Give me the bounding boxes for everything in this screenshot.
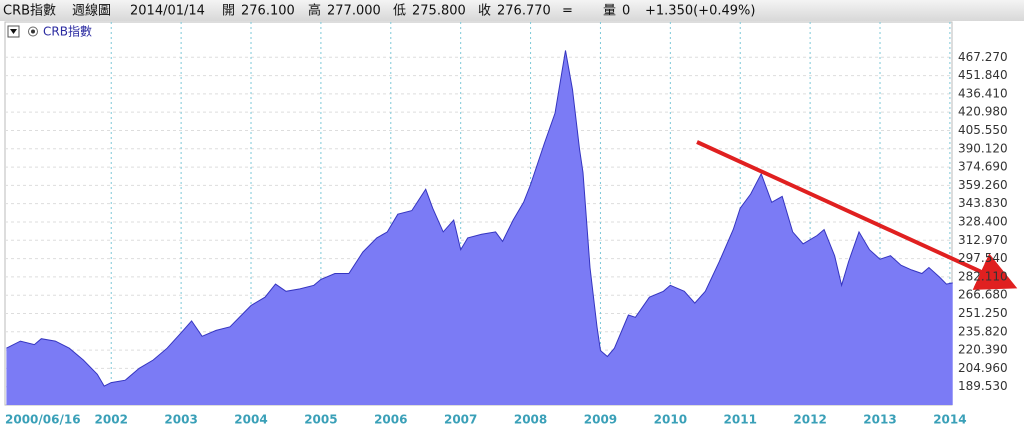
y-tick-label: 312.970 xyxy=(958,233,1008,247)
y-tick-label: 420.980 xyxy=(958,105,1008,119)
change: +1.350(+0.49%) xyxy=(645,4,755,19)
y-tick-label: 451.840 xyxy=(958,68,1008,82)
y-tick-label: 220.390 xyxy=(958,343,1008,357)
y-tick-label: 251.250 xyxy=(958,306,1008,320)
x-tick-label: 2007 xyxy=(444,413,477,427)
area-line xyxy=(6,50,953,387)
x-tick-label: 2011 xyxy=(724,413,757,427)
x-tick-label: 2004 xyxy=(234,413,267,427)
x-tick-label: 2005 xyxy=(304,413,337,427)
y-tick-label: 390.120 xyxy=(958,141,1008,155)
y-tick-label: 343.830 xyxy=(958,196,1008,210)
y-tick-label: 374.690 xyxy=(958,160,1008,174)
x-tick-label: 2010 xyxy=(654,413,687,427)
close-flag: = xyxy=(562,4,573,19)
x-tick-label: 2003 xyxy=(164,413,197,427)
x-tick-label: 2012 xyxy=(793,413,826,427)
quote-label: 低 xyxy=(393,4,406,19)
legend-radio-dot xyxy=(31,29,35,34)
quote-value: 277.000 xyxy=(327,4,381,19)
area xyxy=(6,50,953,405)
quote-value: 276.100 xyxy=(241,4,295,19)
y-tick-label: 266.680 xyxy=(958,288,1008,302)
quote-value: 276.770 xyxy=(497,4,551,19)
y-tick-label: 189.530 xyxy=(958,379,1008,393)
date: 2014/01/14 xyxy=(130,4,205,19)
period: 週線圖 xyxy=(72,3,111,19)
y-tick-label: 297.540 xyxy=(958,251,1008,265)
x-tick-label: 2000/06/16 xyxy=(5,413,81,427)
y-tick-label: 282.110 xyxy=(958,269,1008,283)
x-tick-label: 2014 xyxy=(933,413,966,427)
y-tick-label: 235.820 xyxy=(958,324,1008,338)
legend-toggle-icon xyxy=(10,29,17,34)
x-tick-label: 2006 xyxy=(374,413,407,427)
y-tick-label: 405.550 xyxy=(958,123,1008,137)
header-bar xyxy=(0,0,1024,21)
quote-label: 開 xyxy=(222,4,235,19)
legend-label: CRB指數 xyxy=(43,24,92,39)
symbol: CRB指數 xyxy=(3,4,56,19)
quote-value: 275.800 xyxy=(412,4,466,19)
x-tick-label: 2013 xyxy=(863,413,896,427)
x-tick-label: 2008 xyxy=(514,413,547,427)
y-tick-label: 328.400 xyxy=(958,214,1008,228)
y-tick-label: 436.410 xyxy=(958,86,1008,100)
x-tick-label: 2002 xyxy=(95,413,128,427)
y-tick-label: 204.960 xyxy=(958,361,1008,375)
volume: 0 xyxy=(622,4,630,19)
y-tick-label: 467.270 xyxy=(958,50,1008,64)
volume-label: 量 xyxy=(603,4,616,19)
trend-arrow xyxy=(696,140,1018,290)
quote-label: 高 xyxy=(308,3,321,19)
y-tick-label: 359.260 xyxy=(958,178,1008,192)
quote-label: 收 xyxy=(478,4,491,19)
x-tick-label: 2009 xyxy=(584,413,617,427)
